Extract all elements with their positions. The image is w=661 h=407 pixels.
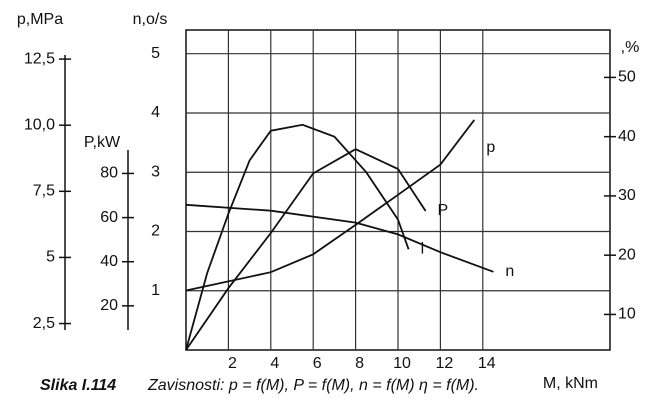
y-axis-label: ,% xyxy=(621,39,640,56)
caption-text: Zavisnosti: p = f(M), P = f(M), n = f(M)… xyxy=(147,377,479,394)
x-tick-label: 8 xyxy=(355,355,364,372)
y-tick-label: 1 xyxy=(151,282,160,299)
y-axis-label: n,o/s xyxy=(133,11,168,28)
y-tick-label: 5 xyxy=(46,249,55,266)
y-tick-label: 20 xyxy=(618,246,636,263)
x-tick-label: 10 xyxy=(393,355,411,372)
y-tick-label: 30 xyxy=(618,187,636,204)
x-tick-label: 6 xyxy=(313,355,322,372)
caption-label: Slika I.114 xyxy=(40,377,116,394)
y-tick-label: 5 xyxy=(151,45,160,62)
series-line xyxy=(185,203,494,273)
x-tick-label: 12 xyxy=(436,355,454,372)
y-tick-label: 40 xyxy=(618,128,636,145)
y-tick-label: 80 xyxy=(100,165,118,182)
series-label: P xyxy=(438,202,449,219)
x-tick-label: 4 xyxy=(270,355,279,372)
y-tick-label: 7,5 xyxy=(33,183,55,200)
series-line xyxy=(185,123,410,351)
y-tick-label: 2,5 xyxy=(33,315,55,332)
y-axis-label: p,MPa xyxy=(17,11,63,28)
y-tick-label: 12,5 xyxy=(24,50,55,67)
x-axis-label: M, kNm xyxy=(543,375,598,392)
y-tick-label: 10 xyxy=(618,306,636,323)
y-tick-label: 40 xyxy=(100,253,118,270)
y-tick-label: 2 xyxy=(151,223,160,240)
y-axis-label: P,kW xyxy=(84,134,121,151)
y-tick-label: 3 xyxy=(151,163,160,180)
y-tick-label: 60 xyxy=(100,209,118,226)
x-tick-label: 2 xyxy=(228,355,237,372)
series-label: n xyxy=(505,263,514,280)
x-tick-label: 14 xyxy=(478,355,496,372)
series-line xyxy=(185,119,476,292)
y-tick-label: 20 xyxy=(100,297,118,314)
y-tick-label: 50 xyxy=(618,69,636,86)
series-label: p xyxy=(486,139,495,156)
y-tick-label: 4 xyxy=(151,104,160,121)
y-tick-label: 10,0 xyxy=(24,116,55,133)
series-label: l xyxy=(421,240,425,257)
series-line xyxy=(185,148,427,351)
